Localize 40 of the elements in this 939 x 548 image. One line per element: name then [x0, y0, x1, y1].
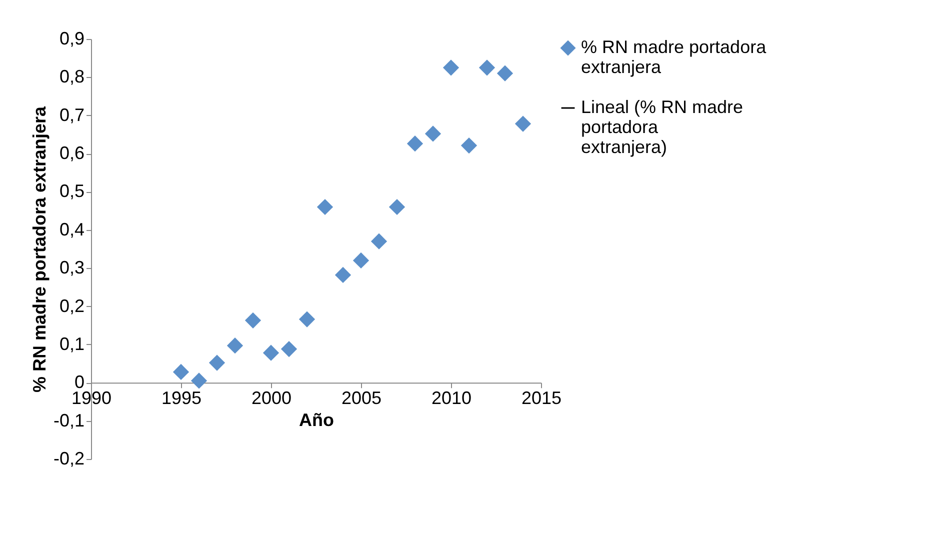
- y-tick-label: -0,2: [53, 448, 84, 468]
- x-tick-label: 2005: [341, 388, 382, 408]
- y-tick-label: 0,7: [59, 104, 84, 125]
- point: [190, 372, 208, 389]
- y-tick-label: 0,5: [59, 181, 84, 202]
- legend-label: Lineal (% RN madre portadora extranjera): [581, 97, 744, 157]
- y-tick-label: 0,9: [59, 28, 84, 48]
- y-tick-label: 0,6: [59, 143, 84, 164]
- point: [352, 252, 370, 269]
- x-axis-title: Año: [299, 410, 334, 430]
- y-tick-label: 0,3: [59, 258, 84, 278]
- y-tick-label: 0,1: [59, 334, 84, 354]
- point: [424, 126, 442, 142]
- point: [244, 312, 262, 328]
- x-tick-label: 2000: [251, 388, 292, 408]
- point: [496, 65, 514, 82]
- point: [298, 311, 316, 328]
- point: [388, 198, 406, 216]
- x-tick-label: 1995: [161, 388, 202, 408]
- point: [514, 116, 532, 132]
- point: [226, 338, 244, 354]
- point: [478, 60, 496, 76]
- y-tick-label: 0,4: [59, 219, 84, 240]
- point: [460, 137, 478, 154]
- point: [442, 60, 460, 76]
- x-tick-label: 2010: [431, 388, 472, 408]
- point: [316, 198, 334, 216]
- y-tick-label: 0,8: [59, 66, 84, 87]
- y-axis-title: % RN madre portadora extranjera: [29, 105, 50, 393]
- point: [406, 136, 424, 152]
- x-tick-label: 2015: [521, 388, 562, 408]
- point: [172, 364, 190, 380]
- legend-label: % RN madre portadora extranjera: [581, 37, 768, 77]
- point: [208, 354, 226, 371]
- point: [370, 233, 388, 250]
- point: [280, 340, 298, 358]
- point: [262, 344, 280, 361]
- point: [334, 266, 352, 284]
- y-tick-label: -0,1: [53, 410, 84, 430]
- y-tick-label: 0,2: [59, 296, 84, 316]
